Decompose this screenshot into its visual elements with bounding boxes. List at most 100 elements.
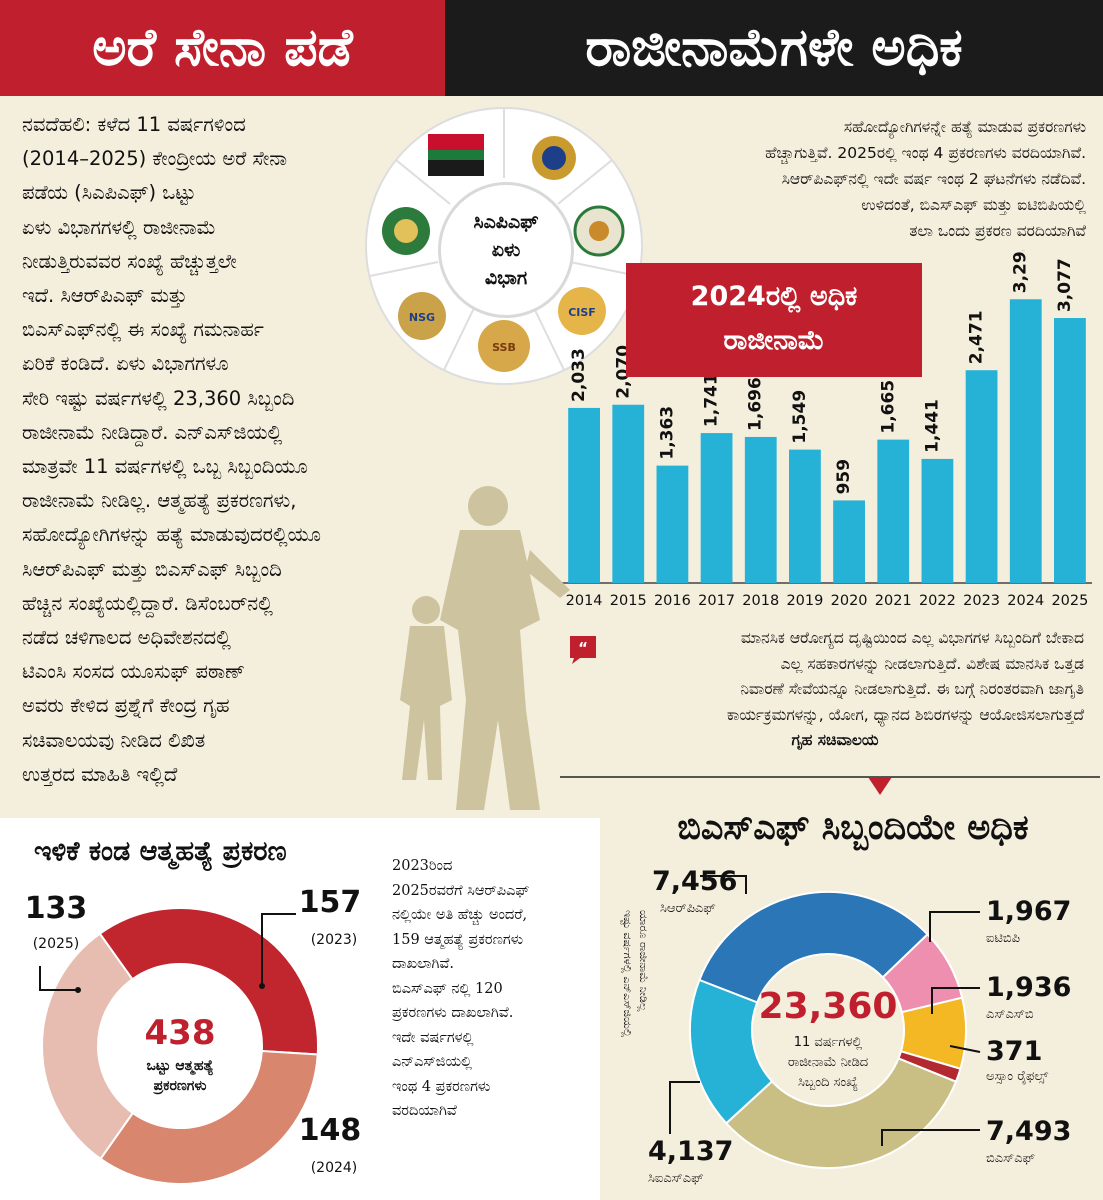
forces-total-value: 23,360: [759, 986, 898, 1027]
suicide-value-2023: 157: [299, 885, 362, 920]
forces-label-0: ಸಿಆರ್‌ಪಿಎಫ್: [660, 901, 716, 916]
bar-2018: [744, 436, 777, 583]
forces-chart-title: ಬಿಎಸ್‌ಎಫ್ ಸಿಬ್ಬಂದಿಯೇ ಅಧಿಕ: [677, 808, 1029, 848]
suicide-donut-chart: 438 ಒಟ್ಟು ಆತ್ಮಹತ್ಯೆ ಪ್ರಕರಣಗಳು 157 (2023) 148 (…: [25, 885, 362, 1185]
bar-2024: [1009, 299, 1042, 583]
bar-label-2019: 1,549: [790, 390, 810, 444]
wheel-center-line3: ವಿಭಾಗ: [484, 267, 528, 289]
bar-label-2021: 1,665: [878, 380, 898, 434]
quote-line2: ಎಲ್ಲ ಸಹಕಾರಗಳನ್ನು ನೀಡಲಾಗುತ್ತಿದೆ. ವಿಶೇಷ ಮಾ…: [780, 654, 1084, 673]
quote-divider: [560, 776, 1100, 778]
forces-value-5: 4,137: [648, 1136, 733, 1167]
suicide-value-2024: 148: [299, 1113, 362, 1148]
forces-slice-0: [698, 891, 929, 1004]
headline-banner: ಅರೆ ಸೇನಾ ಪಡೆ ರಾಜೀನಾಮೆಗಳೇ ಅಧಿಕ: [0, 0, 1103, 96]
forces-value-2: 1,936: [986, 972, 1071, 1003]
suicide-slice-2023: [98, 907, 319, 1056]
headline-right: ರಾಜೀನಾಮೆಗಳೇ ಅಧಿಕ: [445, 0, 1103, 96]
bar-label-2025: 3,077: [1055, 258, 1075, 312]
svg-text:CISF: CISF: [568, 306, 596, 319]
forces-value-3: 371: [986, 1036, 1042, 1067]
bar-label-2023: 2,471: [967, 310, 987, 364]
bar-2022: [921, 458, 954, 583]
svg-text:“: “: [578, 639, 588, 657]
forces-label-5: ಸಿಐಎಸ್‌ಎಫ್: [648, 1171, 704, 1186]
intro-article-text: ನವದೆಹಲಿ: ಕಳೆದ 11 ವರ್ಷಗಳಿಂದ (2014–2025) ಕ…: [22, 113, 321, 786]
quote-line4: ಕಾರ್ಯಕ್ರಮಗಳನ್ನು, ಯೋಗ, ಧ್ಯಾನದ ಶಿಬಿರಗಳನ್ನು…: [726, 705, 1084, 724]
bar-chart-title-box: 2024ರಲ್ಲಿ ಅಧಿಕ ರಾಜೀನಾಮೆ: [626, 263, 922, 377]
forces-total-label-1: 11 ವರ್ಷಗಳಲ್ಲಿ: [794, 1035, 863, 1050]
suicide-year-2025: (2025): [33, 936, 80, 952]
forces-slice-5: [689, 978, 774, 1125]
bar-label-2022: 1,441: [922, 399, 942, 453]
x-tick-2021: 2021: [875, 593, 912, 609]
forces-vertical-note-0: ಇಷ್ಟು ವರ್ಷಗಳಲ್ಲಿ ಎನ್‌ಎಸ್‌ಜಿಯಲ್ಲಿ: [620, 910, 634, 1038]
svg-text:NSG: NSG: [409, 311, 435, 324]
suicide-leader-2023: [261, 913, 296, 986]
suicide-value-2025: 133: [25, 891, 88, 926]
forces-value-4: 7,493: [986, 1116, 1071, 1147]
bar-2016: [656, 465, 689, 583]
nsg-emblem-icon: NSG: [398, 292, 446, 340]
bar-2021: [877, 439, 910, 583]
suicide-leader-dot-2025: [75, 987, 81, 993]
suicide-leader-dot-2023: [259, 983, 265, 989]
forces-value-0: 7,456: [652, 866, 737, 897]
suicide-year-2024: (2024): [311, 1160, 358, 1176]
x-tick-2020: 2020: [831, 593, 868, 609]
bar-2017: [700, 433, 733, 583]
bar-label-2018: 1,696: [746, 377, 766, 431]
bar-label-2024: 3,295: [1011, 250, 1031, 293]
suicide-year-2023: (2023): [311, 932, 358, 948]
quote-line1: ಮಾನಸಿಕ ಆರೋಗ್ಯದ ದೃಷ್ಟಿಯಿಂದ ಎಲ್ಲ ವಿಭಾಗಗಳ ಸ…: [740, 629, 1084, 647]
bar-box-line2: ರಾಜೀನಾಮೆ: [723, 325, 825, 356]
wheel-center-line1: ಸಿಎಪಿಎಫ್: [473, 211, 539, 233]
resignations-bar-chart: 2,03320142,07020151,36320161,74120171,69…: [562, 250, 1092, 609]
bar-box-line1: 2024ರಲ್ಲಿ ಅಧಿಕ: [690, 281, 858, 312]
forces-leader-1: [929, 911, 980, 942]
soldiers-silhouette-icon: [400, 486, 570, 810]
x-tick-2018: 2018: [742, 593, 779, 609]
forces-leader-4: [881, 1129, 980, 1146]
x-tick-2024: 2024: [1007, 593, 1044, 609]
forces-label-1: ಐಟಿಬಿಪಿ: [986, 931, 1020, 946]
crpf-emblem-icon: [532, 136, 576, 180]
forces-slice-4: [724, 1057, 958, 1169]
x-tick-2025: 2025: [1051, 593, 1088, 609]
x-tick-2015: 2015: [610, 593, 647, 609]
x-tick-2014: 2014: [566, 593, 603, 609]
suicide-total-value: 438: [145, 1013, 216, 1053]
bar-2015: [612, 404, 645, 583]
suicide-leader-2025: [39, 966, 78, 991]
bar-label-2017: 1,741: [702, 373, 722, 427]
wheel-center-line2: ಏಳು: [491, 239, 521, 261]
suicide-total-label-1: ಒಟ್ಟು ಆತ್ಮಹತ್ಯೆ: [146, 1058, 213, 1076]
forces-leader-5: [669, 1081, 700, 1134]
bar-label-2020: 959: [834, 459, 854, 495]
quote-icon: “: [570, 636, 596, 664]
forces-total-label-3: ಸಿಬ್ಬಂದಿ ಸಂಖ್ಯೆ: [798, 1075, 858, 1091]
bsf-emblem-icon: [382, 207, 430, 255]
x-tick-2016: 2016: [654, 593, 691, 609]
x-tick-2017: 2017: [698, 593, 735, 609]
bar-2023: [965, 370, 998, 583]
forces-leader-0: [700, 875, 747, 894]
forces-value-1: 1,967: [986, 896, 1071, 927]
forces-vertical-note-1: ಯಾರೂ ರಾಜೀನಾಮೆ ನೀಡಿಲ್ಲ: [636, 910, 650, 1012]
forces-leader-2: [931, 987, 980, 1014]
wheel-center-label: ಸಿಎಪಿಎಫ್ ಏಳು ವಿಭಾಗ: [438, 182, 574, 318]
bar-2019: [789, 449, 821, 583]
forces-total-label-2: ರಾಜೀನಾಮೆ ನೀಡಿದ: [788, 1055, 868, 1070]
suicide-total-label-2: ಪ್ರಕರಣಗಳು: [153, 1078, 207, 1095]
ssb-emblem-icon: SSB: [478, 320, 530, 372]
suicide-note: 2023ರಿಂದ 2025ರವರೆಗೆ ಸಿಆರ್‌ಪಿಎಫ್ ನಲ್ಲಿಯೇ …: [392, 858, 530, 1119]
forces-label-3: ಅಸ್ಸಾಂ ರೈಫಲ್ಸ್: [986, 1069, 1049, 1085]
suicide-slice-2025: [41, 932, 135, 1161]
forces-donut-chart: 23,360 11 ವರ್ಷಗಳಲ್ಲಿ ರಾಜೀನಾಮೆ ನೀಡಿದ ಸಿಬ್ಬಂದ…: [620, 866, 1071, 1186]
top-note: ಸಹೋದ್ಯೋಗಿಗಳನ್ನೇ ಹತ್ಯೆ ಮಾಡುವ ಪ್ರಕರಣಗಳು ಹೆ…: [765, 118, 1086, 240]
forces-label-2: ಎಸ್‌ಎಸ್‌ಬಿ: [986, 1007, 1034, 1022]
x-tick-2022: 2022: [919, 593, 956, 609]
bar-2020: [833, 500, 865, 583]
suicide-slice-2024: [99, 1049, 319, 1185]
x-tick-2023: 2023: [963, 593, 1000, 609]
